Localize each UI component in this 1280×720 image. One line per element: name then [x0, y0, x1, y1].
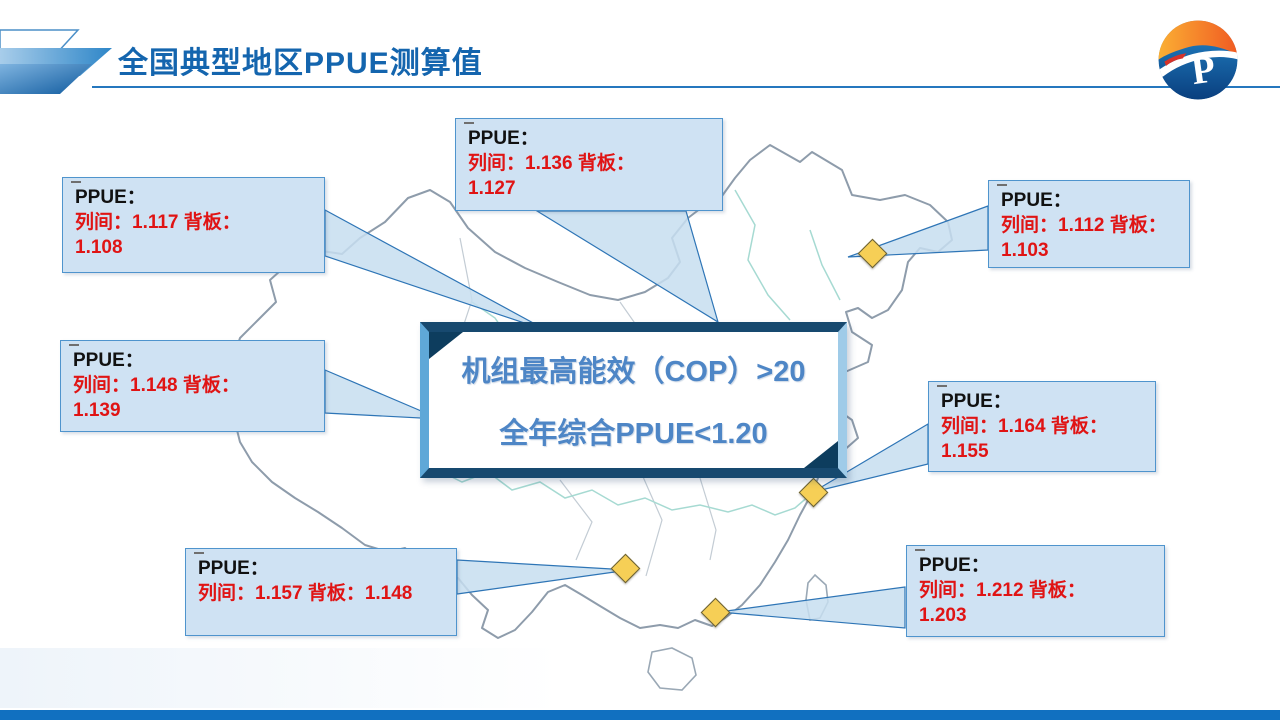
callout-value-line: 列间：1.136 背板：: [468, 153, 635, 174]
callout-pointer: [324, 208, 549, 332]
callout-pointer: [324, 369, 441, 420]
dash-mark: [194, 552, 204, 554]
dash-mark: [937, 385, 947, 387]
callout-northeast: PPUE： 列间：1.112 背板： 1.103: [988, 180, 1190, 268]
callout-value-line: 列间：1.148 背板：: [73, 375, 240, 396]
callout-pointer: [718, 586, 906, 629]
dash-mark: [464, 122, 474, 124]
callout-northwest: PPUE： 列间：1.117 背板： 1.108: [62, 177, 325, 273]
callout-west: PPUE： 列间：1.148 背板： 1.139: [60, 340, 325, 432]
callout-north: PPUE： 列间：1.136 背板： 1.127: [455, 118, 723, 211]
callout-value-line: 1.108: [75, 237, 123, 258]
callout-pointer: [456, 559, 630, 595]
callout-label: PPUE：: [198, 558, 269, 579]
callout-value-line: 列间：1.117 背板：: [75, 212, 241, 233]
callout-value-line: 1.127: [468, 178, 516, 199]
callout-east: PPUE： 列间：1.164 背板： 1.155: [928, 381, 1156, 472]
dash-mark: [69, 344, 79, 346]
banner-line-ppue: 全年综合PPUE<1.20: [499, 418, 768, 450]
dash-mark: [915, 549, 925, 551]
callout-label: PPUE：: [75, 187, 146, 208]
callout-value-line: 列间：1.157 背板：1.148: [198, 583, 413, 604]
callout-value-line: 列间：1.112 背板：: [1001, 215, 1167, 236]
svg-text:P: P: [1189, 48, 1218, 93]
company-logo-icon: P: [1158, 20, 1238, 100]
china-national-border: [231, 144, 953, 639]
dash-mark: [997, 184, 1007, 186]
center-banner: 机组最高能效（COP）>20 全年综合PPUE<1.20: [420, 322, 847, 478]
callout-label: PPUE：: [1001, 190, 1072, 211]
callout-southwest: PPUE： 列间：1.157 背板：1.148: [185, 548, 457, 636]
callout-value-line: 1.103: [1001, 240, 1049, 261]
deco-parallelogram-dark: [0, 64, 92, 94]
banner-line-cop: 机组最高能效（COP）>20: [461, 356, 806, 388]
callout-label: PPUE：: [73, 350, 144, 371]
callout-label: PPUE：: [941, 391, 1012, 412]
header-decoration: [0, 29, 112, 94]
callout-value-line: 1.155: [941, 441, 989, 462]
dash-mark: [71, 181, 81, 183]
title-underline: [92, 86, 1280, 88]
callout-value-line: 列间：1.212 背板：: [919, 580, 1086, 601]
footer-bar: [0, 710, 1280, 720]
hainan-island: [647, 647, 697, 691]
callout-south: PPUE： 列间：1.212 背板： 1.203: [906, 545, 1165, 637]
callout-value-line: 列间：1.164 背板：: [941, 416, 1108, 437]
callout-value-line: 1.203: [919, 605, 967, 626]
callout-label: PPUE：: [919, 555, 990, 576]
callout-pointer: [534, 210, 720, 324]
sea-tint-strip: [0, 648, 560, 708]
page-title: 全国典型地区PPUE测算值: [118, 47, 483, 80]
callout-value-line: 1.139: [73, 400, 121, 421]
callout-label: PPUE：: [468, 128, 539, 149]
